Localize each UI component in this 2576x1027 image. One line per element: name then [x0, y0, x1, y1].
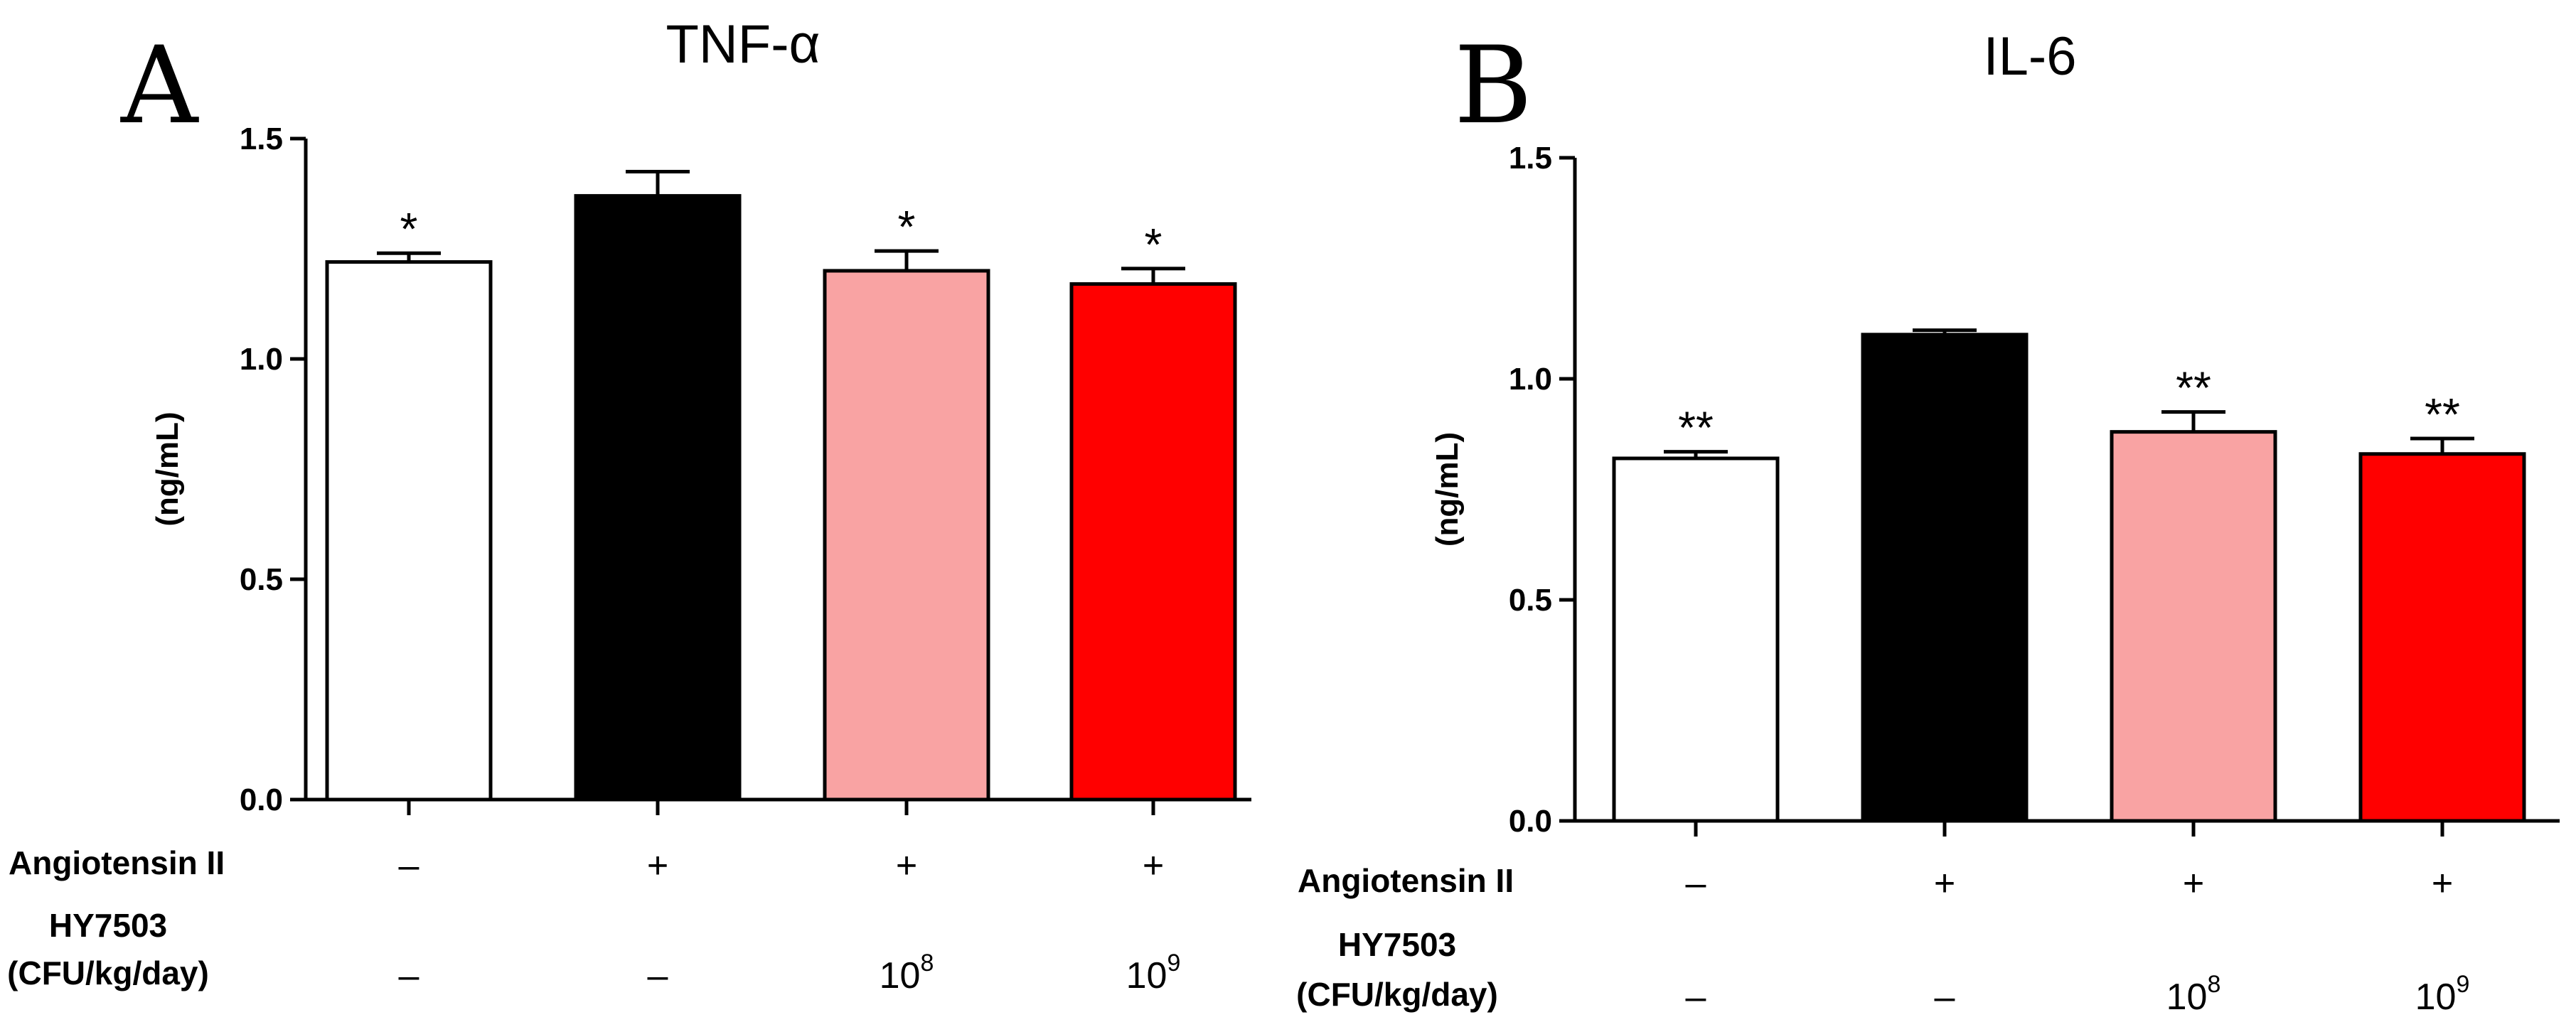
chart-title: TNF-α: [666, 14, 821, 75]
dose-base: 10: [2166, 977, 2208, 1018]
bar: [2358, 452, 2526, 823]
bar: [1861, 333, 2029, 823]
row-label-hy7503: HY7503: [49, 907, 167, 944]
bar: [325, 260, 493, 802]
dose-exponent: 8: [2207, 971, 2220, 998]
bar: [823, 269, 990, 802]
significance-label: **: [2176, 362, 2211, 414]
chart-panel-b: B IL-6 0.0 0.5 1.0 1.5 (ng/mL) ** ** ** Angiotensi…: [1296, 24, 2560, 1018]
bar: [2110, 430, 2277, 823]
dose-base: –: [399, 955, 419, 996]
chart-title: IL-6: [1984, 26, 2077, 87]
y-tick-label: 1.5: [240, 122, 283, 156]
angiotensin-value: +: [1143, 845, 1164, 886]
panel-letter: A: [120, 24, 199, 148]
dose-base: –: [1686, 977, 1706, 1018]
hy7503-dose-value: –: [648, 955, 668, 996]
y-tick-label: 0.5: [240, 562, 283, 597]
panel-letter: B: [1454, 24, 1532, 148]
significance-label: *: [1145, 219, 1163, 270]
row-label-hy7503: HY7503: [1338, 926, 1456, 963]
bar: [1612, 456, 1780, 823]
y-axis-label: (ng/mL): [150, 412, 185, 526]
bar: [1069, 282, 1237, 802]
dose-base: 10: [880, 955, 921, 996]
bar: [574, 194, 742, 802]
hy7503-dose-value: 109: [2415, 971, 2470, 1018]
hy7503-dose-value: 108: [880, 950, 934, 996]
dose-base: –: [648, 955, 668, 996]
row-label-angiotensin: Angiotensin II: [1298, 862, 1514, 899]
row-label-angiotensin: Angiotensin II: [9, 844, 225, 881]
dose-exponent: 8: [920, 950, 934, 977]
y-tick-label: 0.5: [1509, 583, 1552, 618]
dose-base: –: [1935, 977, 1955, 1018]
hy7503-dose-value: 108: [2166, 971, 2221, 1018]
y-tick-label: 0.0: [1509, 804, 1552, 839]
angiotensin-value: –: [1686, 863, 1706, 904]
significance-label: *: [400, 203, 418, 254]
y-tick-label: 1.0: [1509, 362, 1552, 397]
hy7503-dose-value: –: [1935, 977, 1955, 1018]
angiotensin-value: +: [2183, 863, 2204, 904]
significance-label: *: [898, 201, 916, 252]
angiotensin-value: –: [399, 845, 419, 886]
hy7503-dose-value: –: [1686, 977, 1706, 1018]
angiotensin-value: +: [647, 845, 668, 886]
row-label-dose-unit: (CFU/kg/day): [1296, 976, 1498, 1013]
row-label-dose-unit: (CFU/kg/day): [7, 955, 209, 991]
angiotensin-value: +: [896, 845, 917, 886]
angiotensin-value: +: [1934, 863, 1955, 904]
hy7503-dose-value: 109: [1126, 950, 1181, 996]
dose-exponent: 9: [2456, 971, 2469, 998]
hy7503-dose-value: –: [399, 955, 419, 996]
angiotensin-value: +: [2432, 863, 2453, 904]
y-tick-label: 0.0: [240, 783, 283, 817]
significance-label: **: [1678, 402, 1714, 453]
dose-base: 10: [1126, 955, 1167, 996]
significance-label: **: [2425, 389, 2460, 440]
y-tick-label: 1.0: [240, 342, 283, 377]
y-axis-label: (ng/mL): [1430, 432, 1465, 547]
y-tick-label: 1.5: [1509, 141, 1552, 176]
dose-base: 10: [2415, 977, 2457, 1018]
chart-panel-a: A TNF-α 0.0 0.5 1.0 1.5 (ng/mL) * * * Angiotensin …: [7, 14, 1251, 996]
dose-exponent: 9: [1167, 950, 1180, 977]
